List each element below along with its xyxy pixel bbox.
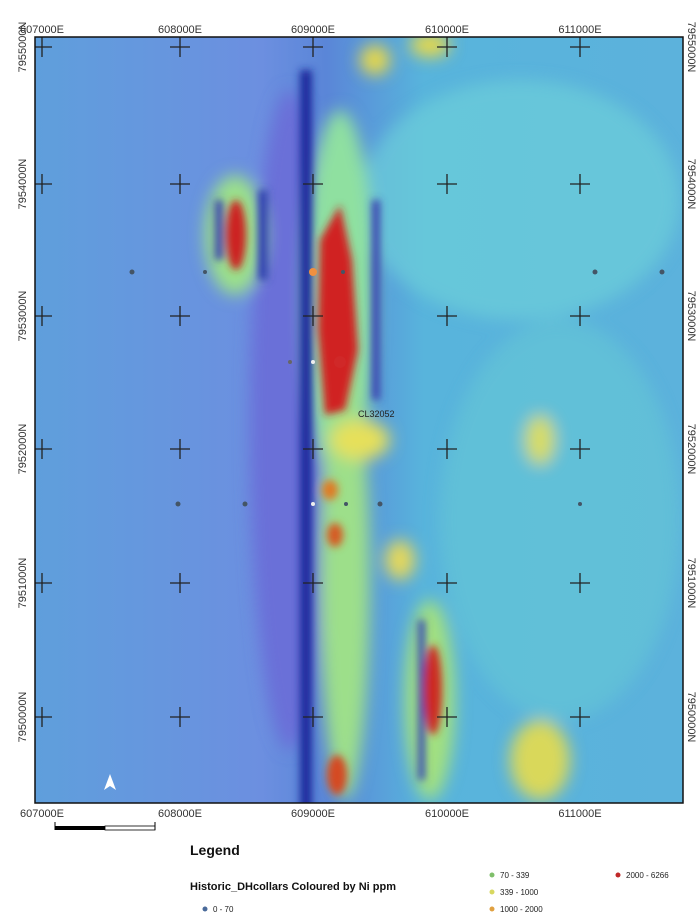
legend-class: 1000 - 2000 [500,905,543,914]
x-label-bottom: 609000E [291,808,335,820]
x-label-top: 611000E [558,24,601,36]
collar [309,268,317,276]
legend-class: 70 - 339 [500,871,530,880]
collar [378,502,383,507]
y-label-right: 7954000N [685,159,697,210]
collar [288,360,292,364]
x-label-bottom: 608000E [158,808,202,820]
x-label-bottom: 607000E [20,808,64,820]
y-label-left: 7952000N [17,424,29,475]
collar [311,360,315,364]
y-label-right: 7955000N [685,22,697,73]
legend-symbol [490,907,495,912]
y-label-left: 7955000N [17,22,29,73]
x-label-bottom: 611000E [558,808,601,820]
x-label-top: 609000E [291,24,335,36]
legend-symbol [490,890,495,895]
y-label-left: 7954000N [17,159,29,210]
collar [176,502,181,507]
y-label-right: 7952000N [685,424,697,475]
map-image: CL32052 [32,33,683,810]
legend-class: 0 - 70 [213,905,234,914]
legend-class: 2000 - 6266 [626,871,669,880]
x-label-top: 608000E [158,24,202,36]
y-label-right: 7953000N [685,291,697,342]
collar [203,270,207,274]
collar [660,270,665,275]
collar [341,270,345,274]
y-label-left: 7951000N [17,558,29,609]
scale-bar [55,822,155,830]
map-page: CL32052 607000E 608000E 609000E 610000E 6110… [0,0,697,919]
collar [130,270,135,275]
legend-symbol [203,907,208,912]
collar [334,356,346,368]
y-label-right: 7950000N [685,692,697,743]
collar [243,502,248,507]
legend-title: Legend [190,842,240,858]
y-label-left: 7953000N [17,291,29,342]
collar [578,502,582,506]
collar [344,502,348,506]
collar [593,270,598,275]
x-label-bottom: 610000E [425,808,469,820]
x-label-top: 610000E [425,24,469,36]
legend-symbol [616,873,621,878]
legend-layer: Historic_DHcollars Coloured by Ni ppm [190,881,396,893]
annotation: CL32052 [358,409,395,419]
collar [311,502,315,506]
legend-symbol [490,873,495,878]
legend-class: 339 - 1000 [500,888,539,897]
y-label-right: 7951000N [685,558,697,609]
y-label-left: 7950000N [17,692,29,743]
